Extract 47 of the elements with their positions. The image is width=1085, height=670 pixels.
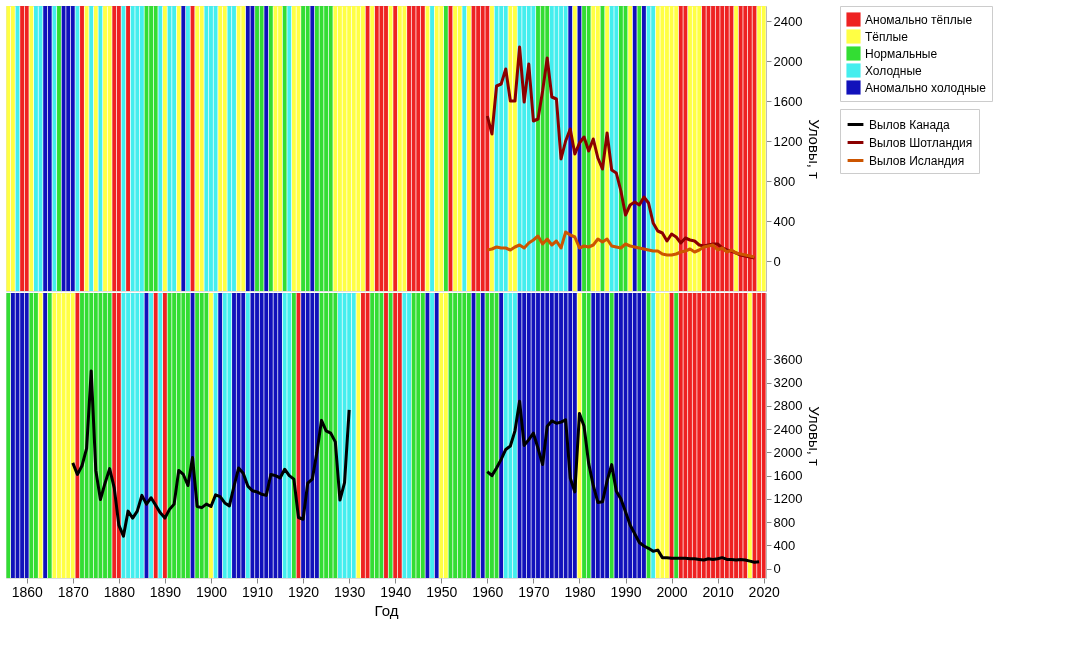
- x-tick-label: 1970: [518, 583, 550, 600]
- y-tick-label: 1600: [773, 468, 803, 484]
- y-axis-title: Уловы, т: [806, 119, 824, 179]
- x-tick-label: 1890: [149, 583, 182, 600]
- x-tick-label: 2000: [656, 583, 688, 600]
- x-tick-label: 1900: [195, 583, 228, 600]
- x-tick-label: 1930: [334, 583, 366, 600]
- y-tick-label: 2400: [773, 13, 803, 29]
- x-tick-label: 1860: [11, 583, 44, 600]
- x-tick-label: 1880: [103, 583, 136, 600]
- x-tick-label: 1870: [57, 583, 90, 600]
- legend-label: Холодные: [865, 63, 923, 78]
- y-tick-label: 800: [773, 514, 796, 530]
- x-tick-label: 1990: [610, 583, 642, 600]
- legend-label: Вылов Канада: [869, 117, 951, 132]
- x-tick-label: 1960: [472, 583, 504, 600]
- legend-label: Аномально тёплые: [865, 12, 973, 27]
- line-series: [485, 45, 756, 260]
- y-tick-label: 1600: [773, 93, 803, 109]
- y-tick-label: 800: [773, 173, 796, 189]
- y-tick-label: 1200: [773, 491, 803, 507]
- legend-label: Аномально холодные: [865, 80, 987, 95]
- y-tick-label: 3200: [773, 375, 803, 391]
- y-tick-label: 3600: [773, 351, 803, 367]
- x-tick-label: 1910: [241, 583, 274, 600]
- y-tick-label: 0: [773, 561, 781, 577]
- y-tick-label: 1200: [773, 133, 803, 149]
- x-tick-label: 1950: [426, 583, 458, 600]
- legend-label: Вылов Исландия: [869, 153, 965, 168]
- x-tick-label: 1980: [564, 583, 596, 600]
- y-tick-label: 0: [773, 253, 781, 269]
- legend-label: Вылов Шотландия: [869, 135, 973, 150]
- y-tick-label: 2800: [773, 398, 803, 414]
- x-tick-label: 2010: [702, 583, 734, 600]
- legend-label: Нормальные: [865, 46, 938, 61]
- legend-label: Тёплые: [865, 29, 909, 44]
- y-tick-label: 400: [773, 213, 796, 229]
- x-tick-label: 1940: [380, 583, 412, 600]
- x-axis-title: Год: [374, 601, 399, 619]
- y-tick-label: 2400: [773, 421, 803, 437]
- y-tick-label: 2000: [773, 444, 803, 460]
- y-axis-title: Уловы, т: [806, 406, 824, 466]
- x-tick-label: 1920: [288, 583, 320, 600]
- y-tick-label: 2000: [773, 53, 803, 69]
- x-tick-label: 2020: [748, 583, 780, 600]
- y-tick-label: 400: [773, 537, 796, 553]
- line-series: [485, 230, 756, 259]
